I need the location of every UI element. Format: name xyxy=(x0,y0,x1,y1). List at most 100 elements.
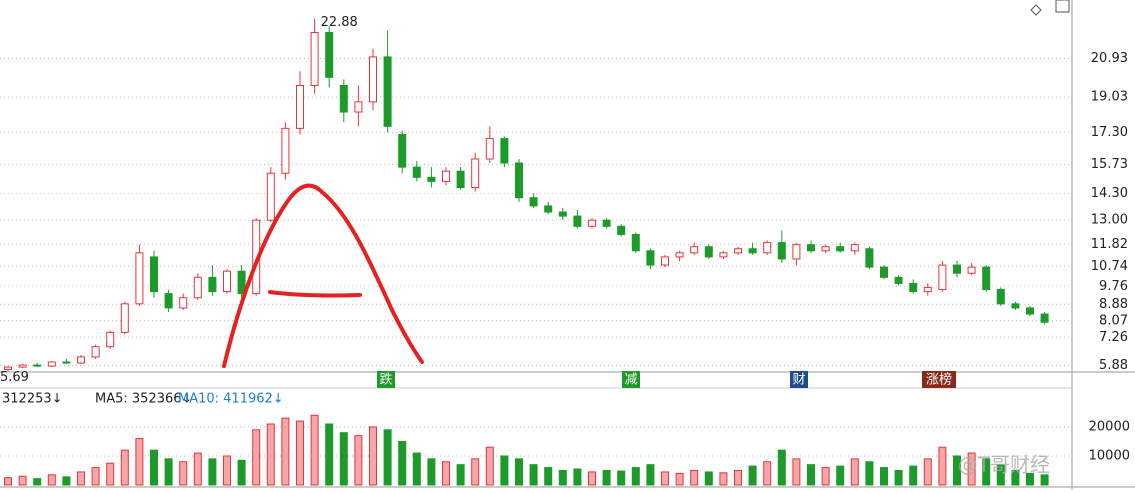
event-tag xyxy=(790,371,808,388)
candle-body xyxy=(412,166,421,178)
candle-body xyxy=(208,276,217,293)
volume-bar xyxy=(237,459,246,486)
candle-body xyxy=(675,252,684,258)
event-label: 财 xyxy=(792,373,805,388)
volume-bar xyxy=(325,423,334,486)
volume-bar xyxy=(807,464,815,486)
candle-body xyxy=(544,205,553,213)
candle-body xyxy=(646,250,655,266)
volume-bar xyxy=(1026,472,1034,486)
volume-bar xyxy=(456,464,465,486)
y-tick-label: 8.88 xyxy=(1099,297,1128,312)
volume-bar xyxy=(953,455,961,486)
y-tick-label: 13.00 xyxy=(1091,213,1128,228)
candle-body xyxy=(515,162,523,199)
candle-body xyxy=(310,31,319,87)
volume-bar xyxy=(120,449,129,486)
volume-bar xyxy=(77,471,85,486)
candle-body xyxy=(617,225,626,235)
icon-diamond[interactable] xyxy=(1030,4,1042,16)
candle-body xyxy=(690,246,699,254)
volume-bar xyxy=(471,458,480,486)
volume-bar xyxy=(748,465,757,486)
candle-body xyxy=(661,256,669,266)
volume-bar xyxy=(734,469,742,486)
candle-body xyxy=(558,211,567,217)
candle-body xyxy=(909,282,918,293)
volume-bar xyxy=(296,420,304,486)
candle-body xyxy=(456,170,465,189)
event-label: 跌 xyxy=(379,372,392,388)
candle-body xyxy=(179,297,188,309)
candle-body xyxy=(734,248,742,254)
candle-body xyxy=(748,248,757,254)
candle-body xyxy=(1011,303,1020,309)
volume-bar xyxy=(865,461,874,486)
volume-bar xyxy=(558,469,567,486)
candle-body xyxy=(485,138,494,160)
candle-body xyxy=(33,364,42,367)
volume-bar xyxy=(588,471,596,486)
candle-body xyxy=(471,158,480,189)
volume-bar xyxy=(485,446,494,486)
candle-body xyxy=(237,270,246,295)
volume-bar xyxy=(602,469,611,486)
candle-body xyxy=(719,252,728,258)
volume-bar xyxy=(398,440,407,486)
volume-bar xyxy=(18,475,27,486)
volume-bar xyxy=(982,458,991,486)
volume-bar xyxy=(631,467,640,486)
candle-body xyxy=(62,361,71,364)
volume-bar xyxy=(909,465,918,486)
candle-body xyxy=(836,246,845,252)
y-tick-label: 11.82 xyxy=(1091,237,1128,252)
candle-body xyxy=(982,266,991,291)
event-label: 涨榜 xyxy=(926,372,952,388)
event-tag xyxy=(622,371,640,388)
candle-body xyxy=(821,246,830,252)
volume-bar xyxy=(369,426,377,486)
candle-body xyxy=(1040,313,1049,323)
volume-bar xyxy=(617,470,626,486)
volume-bar xyxy=(135,438,144,486)
volume-bar xyxy=(266,423,275,486)
candle-body xyxy=(923,287,932,293)
volume-bar xyxy=(91,467,100,486)
icon-window[interactable] xyxy=(1055,0,1070,13)
candle-body xyxy=(996,289,1005,305)
volume-bar xyxy=(1011,469,1020,486)
volume-bar xyxy=(150,449,158,486)
candle-body xyxy=(850,244,859,252)
marks: 5.88 7.26 8.078.88 9.76 10.74 11.82 13.00 14.30… xyxy=(0,15,1130,486)
volume-bar xyxy=(33,478,42,486)
candle-body xyxy=(1026,307,1034,315)
low-label: 5.69 xyxy=(0,370,29,385)
y-tick-label: 9.76 xyxy=(1099,279,1128,294)
volume-bar xyxy=(821,467,830,486)
volume-bar xyxy=(923,458,932,486)
volume-bar xyxy=(281,417,290,486)
volume-bar xyxy=(967,452,976,486)
candle-body xyxy=(339,85,348,113)
candle-body xyxy=(91,346,100,358)
volume-bar xyxy=(675,472,684,486)
candle-body xyxy=(398,133,407,168)
volume-bar xyxy=(354,435,363,486)
candle-body xyxy=(120,303,129,333)
volume-bar xyxy=(383,429,392,486)
y-tick-label: 17.30 xyxy=(1091,125,1128,140)
candle-body xyxy=(602,219,611,227)
event-label: 减 xyxy=(624,373,637,388)
volume-bar xyxy=(850,458,859,486)
candle-body xyxy=(354,101,363,113)
candle-body xyxy=(369,56,377,103)
candle-body xyxy=(135,252,144,305)
volume-bar xyxy=(193,452,202,486)
candle-body xyxy=(266,172,275,221)
candle-body xyxy=(865,248,874,268)
candle-body xyxy=(106,331,115,348)
candle-body xyxy=(704,246,713,258)
volume-bar xyxy=(164,458,173,486)
candle-body xyxy=(880,266,888,278)
volume-bar xyxy=(996,464,1005,486)
